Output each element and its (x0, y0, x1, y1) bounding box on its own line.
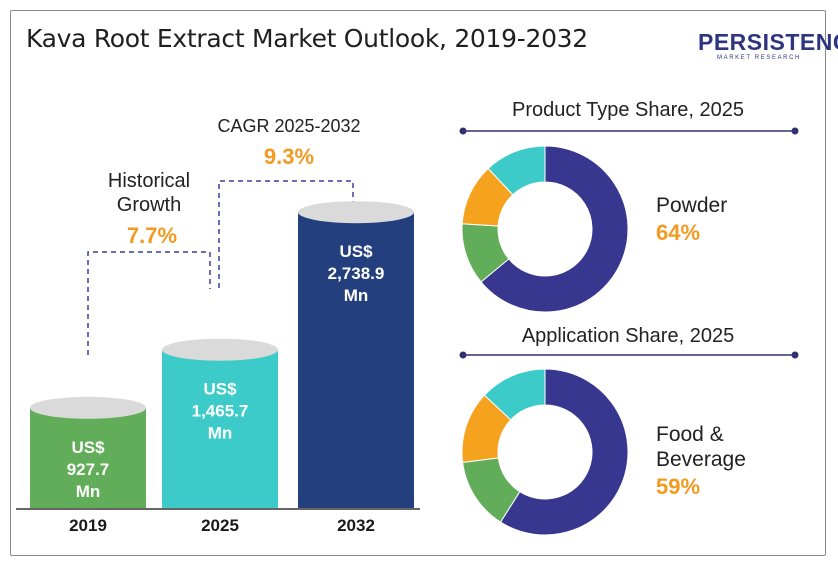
logo-tagline: MARKET RESEARCH (717, 55, 801, 61)
x-tick-label: 2019 (69, 516, 107, 535)
cagr-connector (218, 180, 354, 288)
divider-dot-left (459, 351, 467, 359)
product-type-donut (461, 145, 629, 313)
historical-label-line1: Historical (108, 170, 190, 192)
bar-top-2032 (298, 201, 414, 224)
bar-value-label: 2,738.9 (328, 264, 385, 283)
bar-value-label: Mn (344, 286, 369, 305)
x-tick-label: 2032 (337, 516, 375, 535)
application-title: Application Share, 2025 (522, 325, 734, 347)
product-type-title: Product Type Share, 2025 (512, 99, 744, 121)
bar-value-label: US$ (71, 438, 105, 457)
product-type-highlight-value: 64% (656, 220, 700, 245)
bar-value-label: 1,465.7 (192, 402, 249, 421)
donut-slice (487, 145, 546, 196)
bar-2025 (162, 349, 278, 508)
bar-2032 (298, 212, 414, 509)
application-highlight-label-line2: Beverage (656, 448, 746, 471)
application-highlight-label-line1: Food & (656, 423, 724, 446)
bar-value-label: Mn (76, 482, 101, 501)
bar-top-2019 (30, 396, 146, 419)
donut-slice (480, 145, 629, 313)
logo-wordmark: PERSISTENCE (698, 29, 838, 55)
historical-label-line2: Growth (117, 194, 181, 216)
bar-value-label: 927.7 (67, 460, 110, 479)
divider-dot-right (791, 127, 799, 135)
cagr-label: CAGR 2025-2032 (217, 116, 360, 136)
donut-slice (499, 368, 629, 536)
divider-dot-right (791, 351, 799, 359)
historical-connector (87, 251, 211, 355)
bar-2019 (30, 407, 146, 508)
cagr-value: 9.3% (264, 144, 314, 169)
persistence-logo: PERSISTENCE MARKET RESEARCH (698, 29, 838, 70)
bar-value-label: US$ (203, 380, 237, 399)
donut-slice (483, 368, 546, 421)
historical-value: 7.7% (127, 223, 177, 248)
infographic-frame (10, 10, 826, 556)
bar-value-label: US$ (339, 242, 373, 261)
bar-top-2025 (162, 338, 278, 361)
product-type-highlight-label: Powder (656, 194, 727, 217)
divider-dot-left (459, 127, 467, 135)
bars-group: US$ 927.7 Mn 2019 US$ 1,465.7 Mn 2025 US$ 2,738.9… (30, 201, 414, 535)
application-highlight-value: 59% (656, 474, 700, 499)
page-title: Kava Root Extract Market Outlook, 2019-2… (26, 24, 588, 53)
application-donut (461, 368, 629, 536)
x-tick-label: 2025 (201, 516, 239, 535)
bar-value-label: Mn (208, 424, 233, 443)
